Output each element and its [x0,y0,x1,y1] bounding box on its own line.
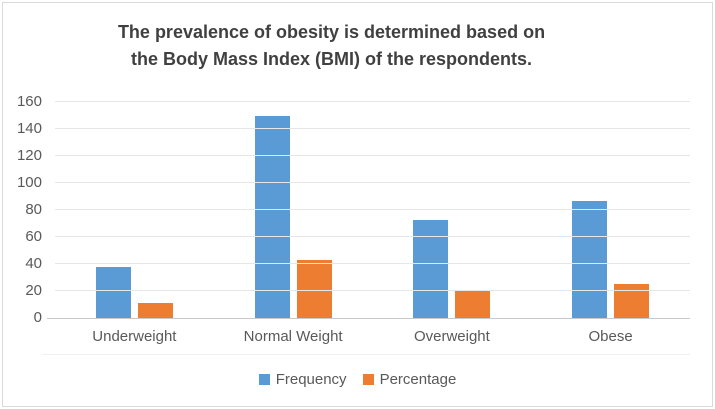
bar-frequency-underweight[interactable] [95,266,131,318]
bar-groups [55,102,690,318]
gridline-120 [55,155,690,156]
y-tick-label-140: 140 [16,120,42,137]
legend-swatch-percentage [362,373,374,385]
y-tick-label-160: 160 [16,93,42,110]
plot-area: 0 20 40 60 80 100 120 140 160 [17,93,690,326]
x-category-label-overweight: Overweight [413,328,490,345]
bar-group-underweight [55,102,214,318]
chart-title-line-2: the Body Mass Index (BMI) of the respond… [130,49,533,69]
x-category-label-normal-weight: Normal Weight [243,328,343,345]
bar-frequency-overweight[interactable] [413,219,449,318]
gridline-140 [55,128,690,129]
y-tick-label-60: 60 [25,228,42,245]
y-tick-label-120: 120 [16,147,42,164]
y-tick-label-40: 40 [25,255,42,272]
legend: Frequency Percentage [0,369,715,389]
bar-percentage-underweight[interactable] [137,303,173,318]
y-tick-label-100: 100 [16,174,42,191]
gridline-60 [55,236,690,237]
x-axis-labels: Underweight Normal Weight Overweight Obese [55,328,690,345]
gridline-80 [55,209,690,210]
legend-label-frequency: Frequency [275,370,347,388]
axis-area-divider [42,354,690,355]
bar-frequency-normal-weight[interactable] [254,115,290,318]
gridline-40 [55,263,690,264]
bar-percentage-normal-weight[interactable] [296,259,332,318]
bar-group-obese [531,102,690,318]
gridline-20 [55,290,690,291]
y-tick-label-20: 20 [25,282,42,299]
bar-group-overweight [373,102,532,318]
x-category-label-underweight: Underweight [92,328,177,345]
y-tick-label-80: 80 [25,201,42,218]
chart-title-line-1: The prevalence of obesity is determined … [117,22,546,42]
legend-item-frequency[interactable]: Frequency [258,370,347,388]
chart-title: The prevalence of obesity is determined … [0,19,663,73]
x-category-label-obese: Obese [588,328,633,345]
bar-frequency-obese[interactable] [572,200,608,318]
gridline-100 [55,182,690,183]
gridline-160 [55,101,690,102]
bar-percentage-obese[interactable] [614,284,650,318]
bar-group-normal-weight [214,102,373,318]
legend-label-percentage: Percentage [379,370,457,388]
legend-item-percentage[interactable]: Percentage [362,370,457,388]
legend-swatch-frequency [258,373,270,385]
bar-percentage-overweight[interactable] [455,289,491,318]
x-axis-line [47,318,690,319]
y-tick-label-0: 0 [33,309,42,326]
